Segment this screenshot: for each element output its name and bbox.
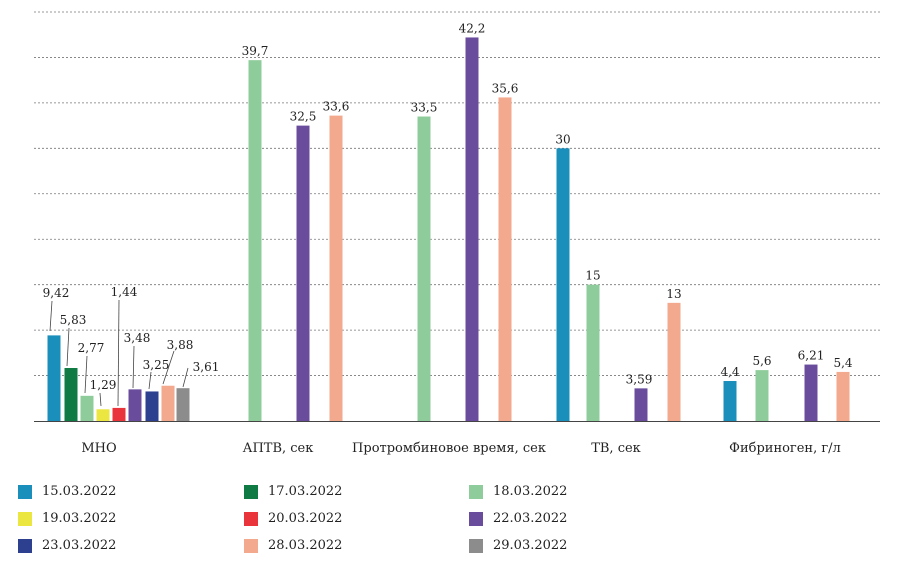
legend-label: 17.03.2022: [268, 484, 343, 499]
bar: [161, 385, 175, 421]
bar: [723, 381, 737, 421]
data-label: 2,77: [78, 341, 105, 355]
bar: [498, 97, 512, 422]
value-labels: 9,42 5,83 2,77 1,29 1,44 3,48 3,25 3,88 3,61 39,7…: [43, 21, 853, 392]
data-label: 1,44: [111, 285, 138, 299]
data-label: 35,6: [492, 81, 519, 95]
legend-swatch: [469, 511, 483, 526]
legend-label: 19.03.2022: [42, 511, 117, 526]
bar: [64, 368, 78, 421]
category-label: МНО: [81, 441, 116, 456]
data-label: 5,4: [833, 356, 852, 370]
data-label: 9,42: [43, 286, 70, 300]
leader-line: [162, 350, 175, 385]
legend-swatch: [244, 538, 258, 553]
leader-line: [117, 299, 120, 407]
bar: [128, 389, 142, 421]
bar: [634, 388, 648, 421]
bar: [145, 391, 159, 421]
data-label: 33,5: [411, 101, 438, 115]
legend-label: 28.03.2022: [268, 538, 343, 553]
category-labels: МНО АПТВ, сек Протромбиновое время, сек ТВ,…: [81, 441, 840, 456]
data-label: 32,5: [290, 110, 317, 124]
legend-label: 20.03.2022: [268, 511, 343, 526]
legend-label: 23.03.2022: [42, 538, 117, 553]
legend-item: 23.03.2022: [18, 538, 116, 553]
data-label: 3,48: [124, 331, 151, 345]
bar: [804, 364, 818, 421]
data-label: 6,21: [798, 349, 825, 363]
bar: [80, 395, 94, 421]
bars: [47, 37, 850, 422]
leader-line: [84, 355, 88, 394]
data-label: 30: [555, 132, 570, 146]
leader-lines: [49, 299, 189, 407]
category-label: АПТВ, сек: [243, 441, 314, 456]
bar: [556, 148, 570, 422]
leader-line: [49, 300, 53, 332]
data-label: 15: [585, 269, 600, 283]
bar: [586, 284, 600, 421]
bar: [176, 388, 190, 421]
data-label: 3,61: [193, 360, 220, 374]
bar: [755, 370, 769, 421]
data-label: 13: [666, 287, 681, 301]
legend-label: 29.03.2022: [493, 538, 568, 553]
legend-label: 22.03.2022: [493, 511, 568, 526]
bar: [248, 60, 262, 421]
bar-chart: 9,42 5,83 2,77 1,29 1,44 3,48 3,25 3,88 3,61 39,7…: [34, 11, 880, 456]
legend-swatch: [18, 538, 32, 553]
gridlines: [34, 11, 880, 376]
data-label: 42,2: [459, 21, 486, 35]
legend-swatch: [18, 511, 32, 526]
leader-line: [148, 371, 152, 390]
legend-swatch: [469, 538, 483, 553]
legend-label: 18.03.2022: [493, 484, 568, 499]
data-label: 1,29: [90, 378, 117, 392]
legend-item: 28.03.2022: [244, 538, 342, 553]
legend-item: 18.03.2022: [469, 484, 567, 499]
bar: [296, 125, 310, 421]
legend-label: 15.03.2022: [42, 484, 117, 499]
bar: [667, 302, 681, 421]
data-label: 4,4: [720, 365, 739, 379]
bar: [96, 409, 110, 421]
legend-item: 15.03.2022: [18, 484, 116, 499]
leader-line: [99, 392, 102, 407]
legend-swatch: [244, 484, 258, 499]
data-label: 5,83: [60, 313, 87, 327]
data-label: 3,25: [143, 358, 170, 372]
legend-item: 17.03.2022: [244, 484, 342, 499]
data-label: 33,6: [323, 100, 350, 114]
data-label: 39,7: [242, 44, 269, 58]
data-label: 3,88: [167, 338, 194, 352]
bar: [417, 116, 431, 422]
category-label: Протромбиновое время, сек: [352, 441, 546, 456]
legend-item: 29.03.2022: [469, 538, 567, 553]
legend-item: 19.03.2022: [18, 511, 116, 526]
bar: [836, 371, 850, 421]
category-label: Фибриноген, г/л: [729, 441, 841, 456]
legend-item: 20.03.2022: [244, 511, 342, 526]
data-label: 5,6: [752, 354, 771, 368]
bar: [329, 115, 343, 421]
legend-swatch: [469, 484, 483, 499]
legend-swatch: [244, 511, 258, 526]
data-label: 3,59: [626, 372, 653, 386]
leader-line: [66, 327, 70, 367]
leader-line: [182, 367, 189, 388]
legend-item: 22.03.2022: [469, 511, 567, 526]
bar: [47, 335, 61, 421]
category-label: ТВ, сек: [591, 441, 641, 456]
leader-line: [132, 345, 135, 389]
legend-swatch: [18, 484, 32, 499]
bar: [465, 37, 479, 422]
bar: [112, 407, 126, 421]
